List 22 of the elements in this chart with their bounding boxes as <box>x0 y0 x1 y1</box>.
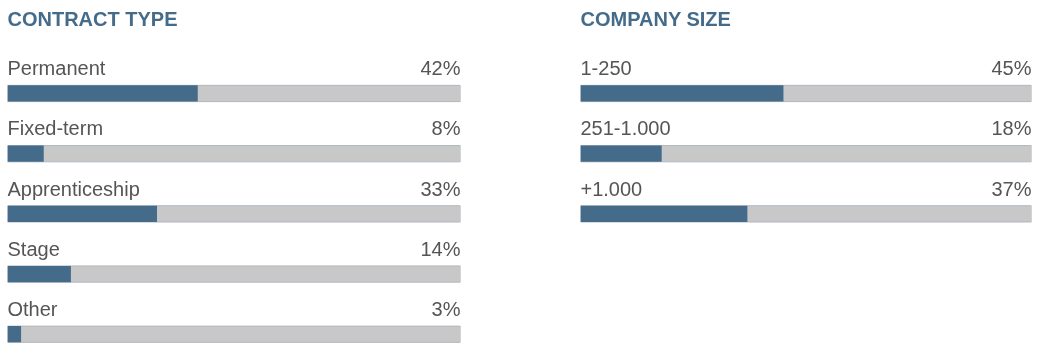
bar <box>7 326 22 343</box>
chart-title: CONTRACT TYPE <box>7 7 178 30</box>
data-label: 8% <box>431 117 461 140</box>
bar <box>7 265 71 283</box>
category-label: 1-250 <box>580 57 632 80</box>
category-label: +1.000 <box>580 177 643 200</box>
category-label: 251-1.000 <box>580 117 671 140</box>
data-label: 18% <box>991 117 1032 140</box>
category-label: Permanent <box>7 57 106 80</box>
data-label: 14% <box>420 237 461 260</box>
category-label: Apprenticeship <box>7 177 140 200</box>
data-label: 3% <box>431 297 461 320</box>
bar <box>7 145 44 162</box>
category-label: Fixed-term <box>7 117 104 140</box>
category-label: Stage <box>7 237 60 260</box>
data-label: 42% <box>420 57 461 80</box>
data-label: 37% <box>991 177 1032 200</box>
data-label: 33% <box>420 177 461 200</box>
category-label: Other <box>7 297 58 320</box>
data-label: 45% <box>991 57 1032 80</box>
chart-title: COMPANY SIZE <box>580 7 731 30</box>
bar <box>7 205 157 222</box>
